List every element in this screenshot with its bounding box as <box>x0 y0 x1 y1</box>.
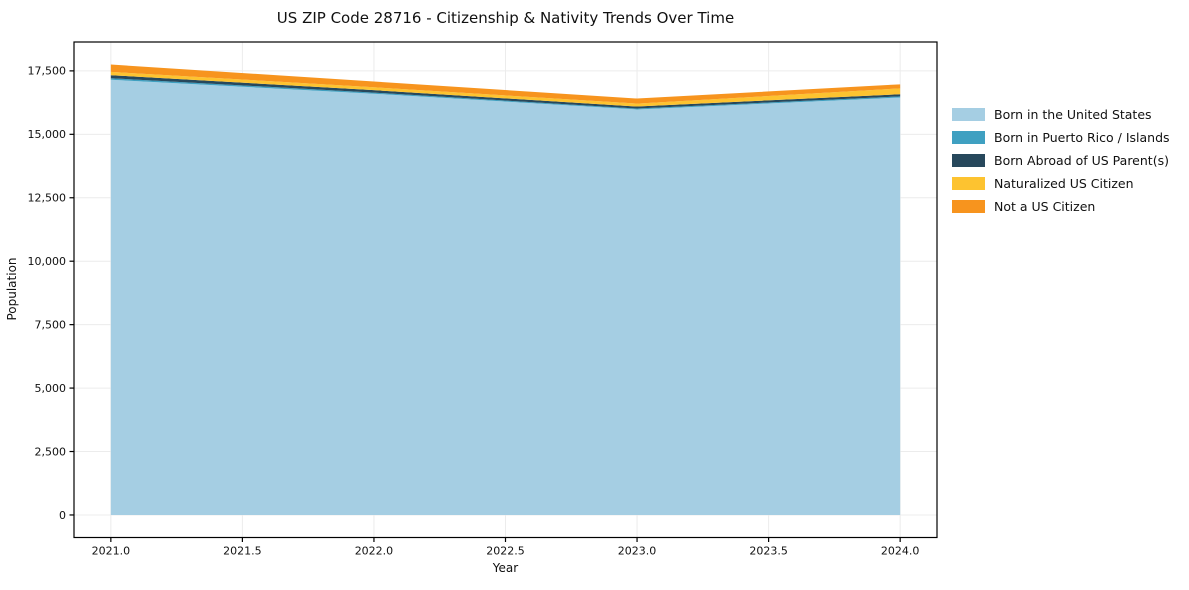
svg-text:12,500: 12,500 <box>28 192 67 205</box>
chart-legend: Born in the United States Born in Puerto… <box>952 103 1170 218</box>
svg-text:2,500: 2,500 <box>35 445 67 458</box>
svg-text:2021.0: 2021.0 <box>92 545 131 558</box>
svg-text:15,000: 15,000 <box>28 128 67 141</box>
legend-item: Naturalized US Citizen <box>952 172 1170 195</box>
svg-text:2023.5: 2023.5 <box>749 545 788 558</box>
svg-text:2024.0: 2024.0 <box>881 545 920 558</box>
svg-text:2022.0: 2022.0 <box>355 545 394 558</box>
legend-label: Born in Puerto Rico / Islands <box>994 130 1170 145</box>
legend-item: Born in the United States <box>952 103 1170 126</box>
svg-text:2021.5: 2021.5 <box>223 545 262 558</box>
legend-swatch-icon <box>952 131 985 144</box>
legend-label: Naturalized US Citizen <box>994 176 1134 191</box>
svg-text:7,500: 7,500 <box>35 318 67 331</box>
legend-label: Born in the United States <box>994 107 1152 122</box>
x-axis-label: Year <box>492 561 519 575</box>
svg-text:2022.5: 2022.5 <box>486 545 525 558</box>
svg-text:10,000: 10,000 <box>28 255 67 268</box>
legend-swatch-icon <box>952 154 985 167</box>
svg-text:5,000: 5,000 <box>35 382 67 395</box>
chart-title: US ZIP Code 28716 - Citizenship & Nativi… <box>276 9 735 27</box>
legend-item: Born in Puerto Rico / Islands <box>952 126 1170 149</box>
legend-swatch-icon <box>952 177 985 190</box>
svg-text:0: 0 <box>59 509 66 522</box>
legend-label: Born Abroad of US Parent(s) <box>994 153 1169 168</box>
legend-item: Born Abroad of US Parent(s) <box>952 149 1170 172</box>
svg-text:2023.0: 2023.0 <box>618 545 657 558</box>
legend-swatch-icon <box>952 200 985 213</box>
svg-text:17,500: 17,500 <box>28 65 67 78</box>
legend-swatch-icon <box>952 108 985 121</box>
legend-label: Not a US Citizen <box>994 199 1096 214</box>
legend-item: Not a US Citizen <box>952 195 1170 218</box>
